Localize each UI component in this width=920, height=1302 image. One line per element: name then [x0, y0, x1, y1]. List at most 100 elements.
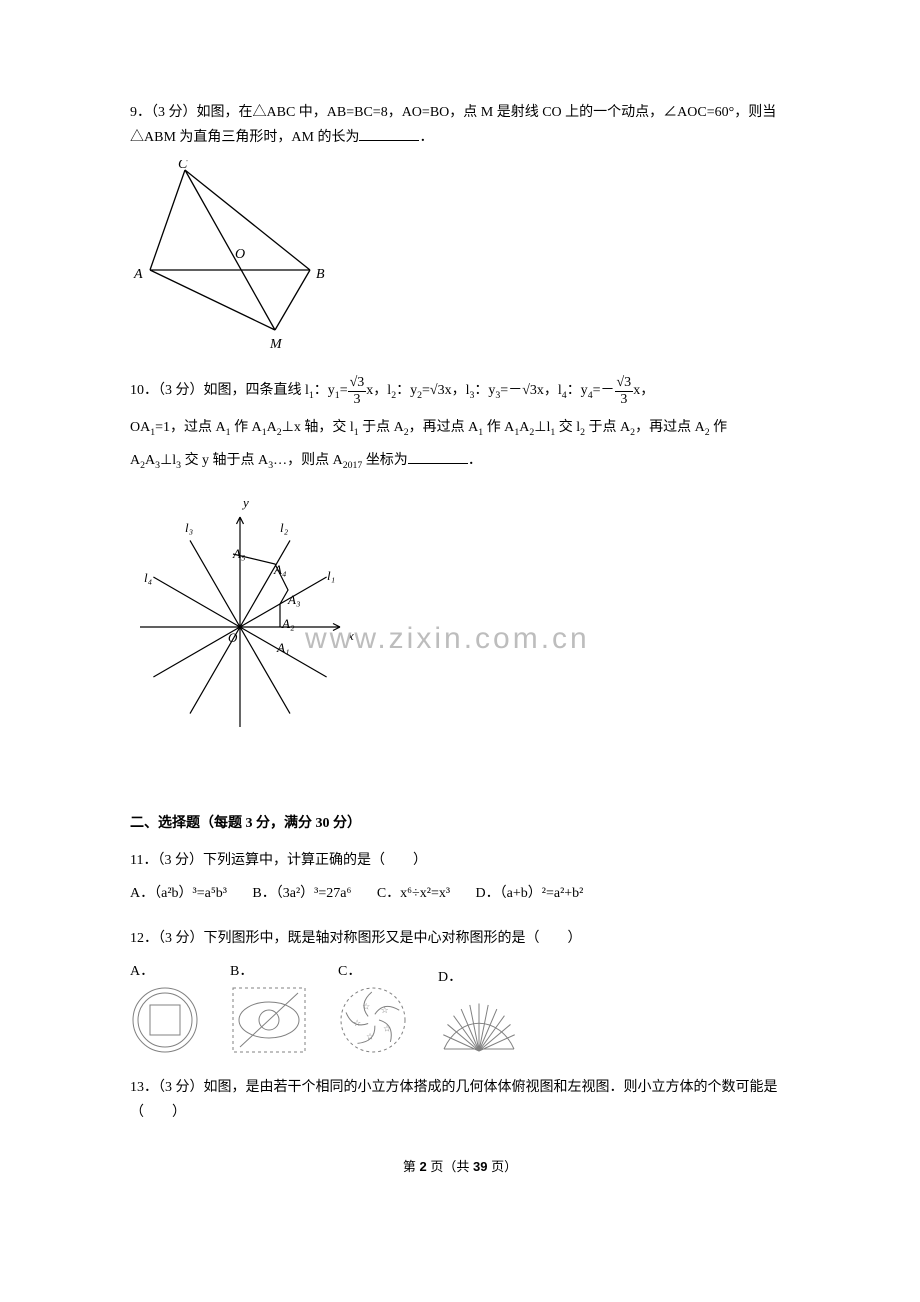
- t: =1，过点 A: [155, 420, 226, 435]
- t: =－: [500, 383, 522, 398]
- page-total: 39: [473, 1159, 487, 1174]
- svg-text:A₁: A₁: [276, 640, 289, 655]
- flower-icon: ☆☆☆☆☆: [338, 985, 408, 1055]
- q9-text: 9．（3 分）如图，在△ABC 中，AB=BC=8，AO=BO，点 M 是射线 …: [130, 100, 790, 150]
- t: 作: [710, 420, 728, 435]
- t: 交 y 轴于点 A: [181, 453, 268, 468]
- q9-suffix: ．: [419, 130, 433, 145]
- t: 页）: [487, 1159, 517, 1174]
- t: 10．（3 分）如图，四条直线 l: [130, 383, 309, 398]
- t: 于点 A: [585, 420, 630, 435]
- svg-text:x: x: [347, 628, 354, 643]
- t: A: [519, 420, 529, 435]
- t: ⊥l: [160, 453, 176, 468]
- t: √3: [522, 383, 537, 398]
- t: x，: [633, 383, 654, 398]
- svg-text:☆: ☆: [362, 1001, 370, 1011]
- t: A: [267, 420, 277, 435]
- frac: √33: [348, 375, 367, 407]
- q9-figure: ABCOM: [130, 160, 790, 355]
- t: ⊥x 轴，交 l: [282, 420, 354, 435]
- q11-opt-c: C．x⁶÷x²=x³: [377, 886, 450, 901]
- t: =: [340, 383, 348, 398]
- q12-opt-a: A．: [130, 959, 200, 1054]
- question-12: 12．（3 分）下列图形中，既是轴对称图形又是中心对称图形的是（ ） A． B．…: [130, 926, 790, 1054]
- svg-text:l₃: l₃: [185, 520, 193, 535]
- svg-text:l₂: l₂: [280, 520, 289, 535]
- q11-opt-d: D．（a+b）²=a²+b²: [476, 886, 584, 901]
- q10-figure: yxOl₁l₂l₃l₄A₁A₂A₃A₄A₅ www.zixin.com.cn: [130, 492, 360, 762]
- t: √3: [430, 383, 445, 398]
- t: x，l: [537, 383, 562, 398]
- section-2-title: 二、选择题（每题 3 分，满分 30 分）: [130, 811, 790, 836]
- q10-line3: A2A3⊥l3 交 y 轴于点 A3…，则点 A2017 坐标为．: [130, 448, 790, 473]
- t: ⊥l: [534, 420, 550, 435]
- page-num: 2: [420, 1159, 427, 1174]
- svg-text:A₂: A₂: [281, 616, 295, 631]
- s: 2017: [343, 460, 363, 471]
- page-footer: 第 2 页（共 39 页）: [130, 1155, 790, 1178]
- t: A: [130, 453, 140, 468]
- svg-text:M: M: [269, 337, 283, 352]
- t: ，再过点 A: [409, 420, 479, 435]
- q9-blank: [359, 127, 419, 141]
- t: A: [145, 453, 155, 468]
- q10-blank: [408, 450, 468, 464]
- t: …，则点 A: [273, 453, 343, 468]
- frac: √33: [615, 375, 634, 407]
- q12-opt-c: C． ☆☆☆☆☆: [338, 959, 408, 1054]
- q9-prefix: 9．（3 分）如图，在△ABC 中，AB=BC=8，AO=BO，点 M 是射线 …: [130, 105, 776, 145]
- t: 于点 A: [359, 420, 404, 435]
- svg-text:y: y: [241, 495, 249, 510]
- lbl: A．: [130, 964, 154, 979]
- t: 交 l: [555, 420, 580, 435]
- question-9: 9．（3 分）如图，在△ABC 中，AB=BC=8，AO=BO，点 M 是射线 …: [130, 100, 790, 355]
- svg-text:A₄: A₄: [273, 562, 287, 577]
- t: ：y: [474, 383, 495, 398]
- den: 3: [348, 392, 367, 407]
- svg-text:O: O: [228, 630, 238, 645]
- q10-line1: 10．（3 分）如图，四条直线 l1：y1=√33x，l2：y2=√3x，l3：…: [130, 375, 790, 407]
- question-13: 13．（3 分）如图，是由若干个相同的小立方体搭成的几何体体俯视图和左视图．则小…: [130, 1075, 790, 1125]
- svg-text:l₁: l₁: [327, 568, 335, 583]
- q11-options: A．（a²b）³=a⁵b³ B．（3a²）³=27a⁶ C．x⁶÷x²=x³ D…: [130, 881, 790, 906]
- t: 第: [403, 1159, 420, 1174]
- svg-text:A₅: A₅: [232, 546, 245, 561]
- svg-text:☆: ☆: [383, 1023, 391, 1033]
- svg-text:B: B: [316, 267, 325, 282]
- fan-icon: [438, 991, 520, 1055]
- t: x，l: [445, 383, 470, 398]
- t: 作 A: [483, 420, 514, 435]
- t: 页（共: [427, 1159, 473, 1174]
- q11-text: 11．（3 分）下列运算中，计算正确的是（ ）: [130, 848, 790, 873]
- letter-icon: [230, 985, 308, 1055]
- q13-text: 13．（3 分）如图，是由若干个相同的小立方体搭成的几何体体俯视图和左视图．则小…: [130, 1075, 790, 1125]
- svg-text:l₄: l₄: [144, 570, 153, 585]
- q9-svg: ABCOM: [130, 160, 330, 355]
- t: 坐标为: [362, 453, 408, 468]
- svg-text:☆: ☆: [366, 1031, 374, 1041]
- q10-line2: OA1=1，过点 A1 作 A1A2⊥x 轴，交 l1 于点 A2，再过点 A1…: [130, 415, 790, 440]
- den: 3: [615, 392, 634, 407]
- t: 作 A: [231, 420, 262, 435]
- svg-text:C: C: [178, 160, 188, 172]
- t: ：y: [314, 383, 335, 398]
- q12-text: 12．（3 分）下列图形中，既是轴对称图形又是中心对称图形的是（ ）: [130, 926, 790, 951]
- t: ．: [468, 453, 482, 468]
- t: ：y: [567, 383, 588, 398]
- lbl: B．: [230, 964, 253, 979]
- question-10: 10．（3 分）如图，四条直线 l1：y1=√33x，l2：y2=√3x，l3：…: [130, 375, 790, 788]
- q11-opt-a: A．（a²b）³=a⁵b³: [130, 886, 227, 901]
- t: =－: [593, 383, 615, 398]
- t: =: [422, 383, 430, 398]
- question-11: 11．（3 分）下列运算中，计算正确的是（ ） A．（a²b）³=a⁵b³ B．…: [130, 848, 790, 906]
- t: ，再过点 A: [635, 420, 705, 435]
- q12-opt-d: D．: [438, 965, 520, 1054]
- t: ：y: [396, 383, 417, 398]
- q10-svg: yxOl₁l₂l₃l₄A₁A₂A₃A₄A₅: [130, 492, 360, 762]
- num: √3: [615, 375, 634, 391]
- svg-text:☆: ☆: [381, 1005, 389, 1015]
- q12-opt-b: B．: [230, 959, 308, 1054]
- lbl: D．: [438, 970, 462, 985]
- t: x，l: [366, 383, 391, 398]
